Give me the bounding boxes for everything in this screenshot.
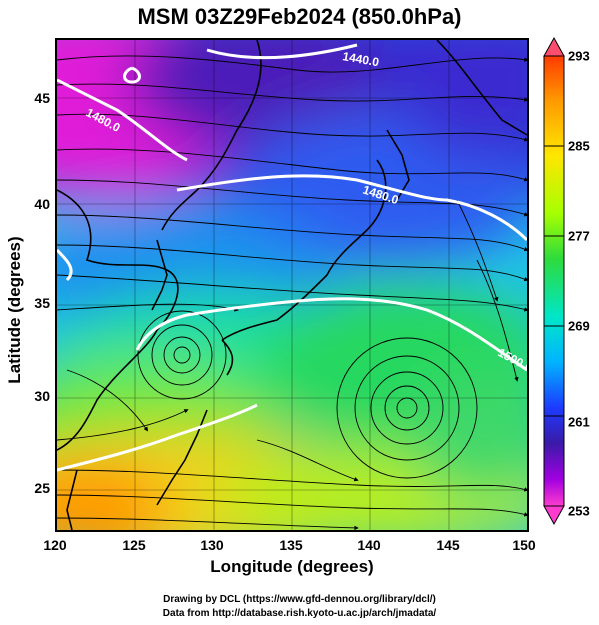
- page-title: MSM 03Z29Feb2024 (850.0hPa): [137, 4, 462, 29]
- x-tick-label: 150: [512, 537, 536, 553]
- colorbar-tick-label: 277: [568, 228, 590, 244]
- contour-label-1440: 1440.0: [341, 49, 380, 69]
- cyclone-swirl-west: [137, 310, 227, 400]
- y-tick-label: 30: [34, 388, 50, 404]
- colorbar-tick-label: 261: [568, 414, 590, 430]
- y-tick-label: 25: [34, 480, 50, 496]
- colorbar-top-arrow: [543, 36, 565, 57]
- wind-streamlines: [57, 55, 527, 530]
- coastlines: [57, 40, 527, 530]
- y-tick-label: 35: [34, 295, 50, 311]
- x-tick-label: 130: [200, 537, 224, 553]
- cyclone-swirl-east: [336, 337, 478, 479]
- x-tick-label: 145: [436, 537, 460, 553]
- colorbar-tick-label: 293: [568, 48, 590, 64]
- y-tick-label: 40: [34, 196, 50, 212]
- credit-data: Data from http://database.rish.kyoto-u.a…: [162, 608, 437, 619]
- colorbar-tick-label: 253: [568, 503, 590, 519]
- map-panel[interactable]: 1440.0 1480.0 1480.0 1500.0: [55, 38, 529, 532]
- colorbar-tick-label: 269: [568, 318, 590, 334]
- y-tick-label: 45: [34, 90, 50, 106]
- colorbar-bottom-arrow: [543, 505, 565, 526]
- x-tick-label: 120: [43, 537, 67, 553]
- colorbar-tick-label: 285: [568, 138, 590, 154]
- x-tick-label: 125: [122, 537, 146, 553]
- y-axis-label: Latitude (degrees): [5, 236, 24, 384]
- colorbar: [543, 36, 565, 526]
- x-axis-label: Longitude (degrees): [210, 557, 374, 576]
- x-tick-label: 135: [279, 537, 303, 553]
- height-contours: [57, 43, 527, 472]
- credit-drawing: Drawing by DCL (https://www.gfd-dennou.o…: [163, 594, 436, 605]
- x-tick-label: 140: [357, 537, 381, 553]
- temperature-map: 1440.0 1480.0 1480.0 1500.0: [57, 40, 527, 530]
